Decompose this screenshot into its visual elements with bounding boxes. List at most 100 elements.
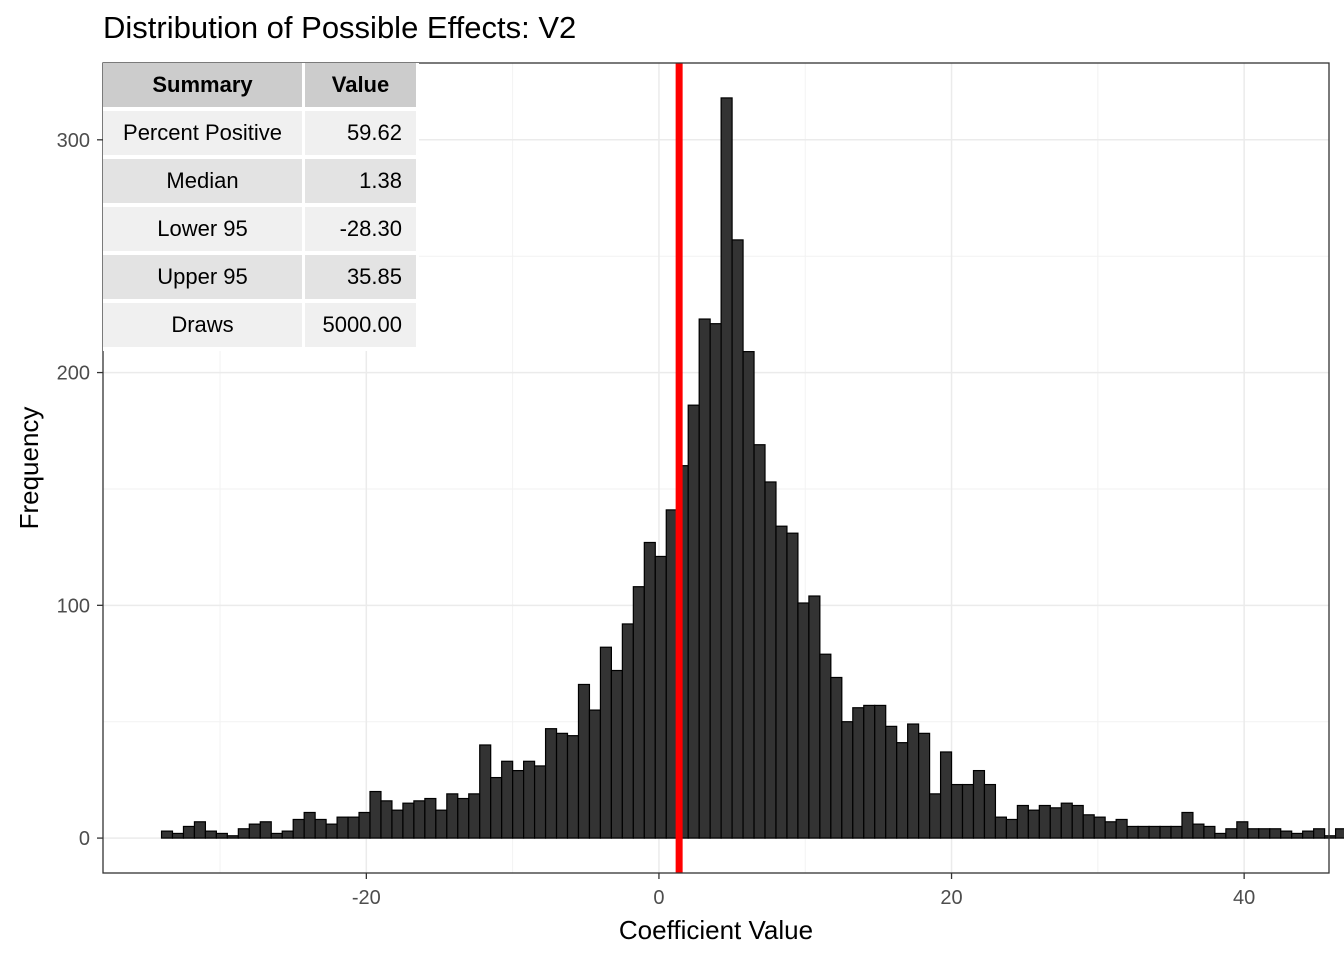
histogram-bar	[237, 828, 250, 839]
histogram-bar	[193, 821, 207, 839]
histogram-bar	[797, 602, 810, 839]
histogram-bar	[512, 769, 525, 839]
histogram-bar	[939, 751, 953, 839]
x-tick-label: 0	[653, 887, 664, 909]
row-label: Median	[103, 159, 305, 207]
histogram-bar	[391, 809, 404, 839]
histogram-bar	[281, 830, 294, 839]
histogram-bar	[523, 760, 536, 839]
histogram-bar	[1236, 821, 1249, 839]
histogram-bar	[1148, 825, 1161, 839]
histogram-bar	[501, 760, 514, 839]
histogram-bar	[621, 623, 634, 839]
histogram-bar	[533, 765, 547, 839]
histogram-bar	[424, 797, 437, 839]
histogram-bar	[874, 704, 887, 839]
histogram-bar	[1247, 828, 1260, 839]
table-row: Lower 95 -28.30	[103, 207, 419, 255]
row-value: 5000.00	[305, 303, 419, 351]
x-tick-label: 40	[1233, 887, 1255, 909]
histogram-bar	[457, 797, 470, 839]
histogram-bar	[325, 823, 338, 839]
histogram-bar	[654, 555, 667, 839]
table-row: Percent Positive 59.62	[103, 111, 419, 159]
histogram-bar	[1126, 825, 1139, 839]
histogram-bar	[907, 723, 920, 839]
histogram-bar	[720, 97, 733, 839]
histogram-bar	[292, 818, 305, 839]
histogram-bar	[303, 811, 316, 839]
histogram-bar	[402, 802, 415, 839]
histogram-bar	[490, 776, 503, 839]
histogram-bar	[632, 586, 645, 839]
histogram-bar	[599, 646, 612, 839]
histogram-bar	[1093, 816, 1106, 839]
y-tick-label: 300	[57, 130, 90, 152]
chart-title: Distribution of Possible Effects: V2	[103, 10, 577, 45]
histogram-bar	[1071, 804, 1084, 839]
histogram-bar	[698, 318, 711, 839]
histogram-bar	[413, 800, 426, 839]
histogram-bar	[259, 821, 272, 839]
y-axis-title: Frequency	[14, 407, 44, 530]
histogram-bar	[226, 835, 239, 839]
histogram-bar	[852, 707, 865, 839]
histogram-bar	[1115, 818, 1128, 839]
histogram-bar	[555, 732, 569, 839]
histogram-bar	[961, 783, 975, 839]
histogram-bar	[1137, 825, 1150, 839]
histogram-bar	[775, 525, 788, 839]
histogram-bar	[972, 769, 986, 839]
histogram-bar	[1313, 828, 1326, 839]
histogram-bar	[160, 830, 174, 839]
histogram-bar	[1280, 830, 1293, 839]
histogram-bar	[1005, 818, 1018, 839]
histogram-bar	[665, 509, 678, 839]
histogram-bar	[830, 676, 843, 839]
histogram-bar	[1038, 804, 1051, 839]
y-tick-label: 200	[57, 363, 90, 385]
histogram-bar	[885, 725, 898, 839]
histogram-bar	[709, 323, 722, 839]
histogram-bar	[369, 790, 382, 839]
histogram-bar	[1324, 835, 1337, 839]
histogram-bar	[1159, 825, 1172, 839]
row-value: 1.38	[305, 159, 419, 207]
histogram-bar	[248, 823, 261, 839]
histogram-bar	[1192, 823, 1205, 839]
y-tick-label: 100	[57, 595, 90, 617]
histogram-bar	[1225, 828, 1238, 839]
histogram-bar	[1049, 807, 1062, 839]
histogram-bar	[358, 811, 371, 839]
summary-header: Summary	[103, 63, 305, 111]
histogram-bar	[577, 683, 591, 839]
histogram-bar	[950, 783, 964, 839]
row-label: Upper 95	[103, 255, 305, 303]
histogram-bar	[314, 818, 327, 839]
x-tick-label: -20	[352, 887, 381, 909]
row-label: Draws	[103, 303, 305, 351]
histogram-bar	[841, 721, 854, 839]
histogram-bar	[479, 744, 492, 839]
table-row: Median 1.38	[103, 159, 419, 207]
histogram-bar	[764, 481, 777, 839]
histogram-bar	[863, 704, 876, 839]
histogram-bar	[1181, 811, 1194, 839]
histogram-bar	[983, 783, 997, 839]
histogram-bar	[1334, 828, 1344, 839]
summary-table: Summary Value Percent Positive 59.62 Med…	[103, 63, 419, 351]
histogram-bar	[808, 595, 821, 839]
histogram-bar	[182, 825, 196, 839]
histogram-bar	[1027, 809, 1040, 839]
histogram-bar	[1302, 830, 1315, 839]
histogram-bar	[731, 239, 744, 839]
histogram-bar	[468, 793, 481, 839]
y-tick-label: 0	[79, 828, 90, 850]
row-value: -28.30	[305, 207, 419, 255]
histogram-bar	[742, 351, 755, 839]
panel-border	[102, 62, 1330, 874]
row-value: 59.62	[305, 111, 419, 159]
histogram-bar	[336, 816, 349, 839]
histogram-bar	[1104, 821, 1117, 839]
